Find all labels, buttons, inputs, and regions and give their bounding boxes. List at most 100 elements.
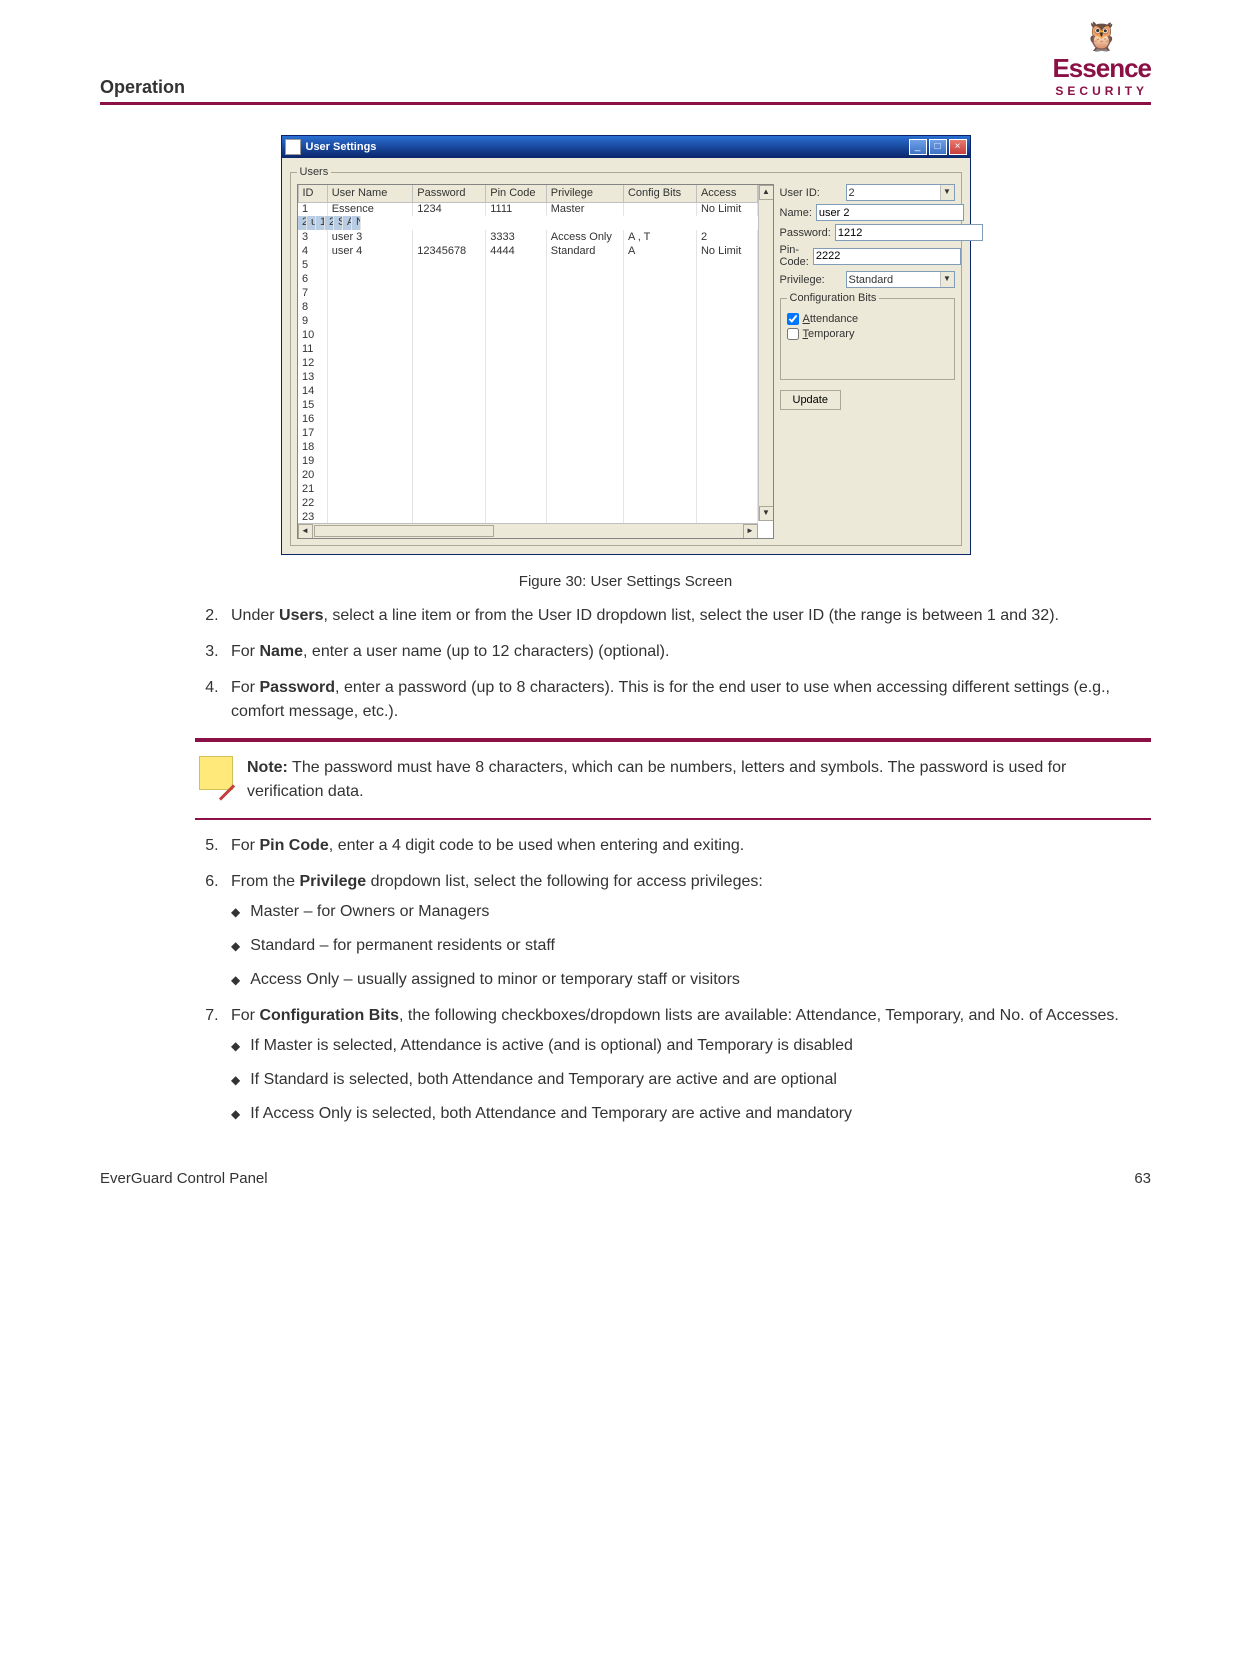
scroll-left-icon[interactable]: ◄ — [298, 524, 313, 539]
userid-select[interactable]: 2▼ — [846, 184, 955, 201]
update-button[interactable]: Update — [780, 390, 841, 410]
dialog-titlebar[interactable]: User Settings _ □ × — [282, 136, 970, 158]
user-settings-dialog: User Settings _ □ × Users IDUser NamePas… — [281, 135, 971, 555]
horizontal-scrollbar[interactable]: ◄ ► — [298, 523, 758, 538]
list-item: If Access Only is selected, both Attenda… — [253, 1102, 1151, 1126]
attendance-checkbox-row[interactable]: Attendance — [787, 313, 948, 325]
attendance-checkbox[interactable] — [787, 313, 799, 325]
table-row[interactable]: 7 — [298, 286, 757, 300]
brand-subtitle: SECURITY — [1052, 84, 1151, 98]
scroll-up-icon[interactable]: ▲ — [759, 185, 774, 200]
dialog-title: User Settings — [306, 141, 909, 153]
figure-caption: Figure 30: User Settings Screen — [100, 573, 1151, 590]
config-bits-legend: Configuration Bits — [787, 292, 880, 304]
brand-logo: 🦉 Essence SECURITY — [1052, 20, 1151, 98]
table-row[interactable]: 9 — [298, 314, 757, 328]
step-3: For Name, enter a user name (up to 12 ch… — [223, 640, 1151, 664]
table-row[interactable]: 1Essence12341111MasterNo Limit — [298, 202, 757, 216]
section-title: Operation — [100, 77, 185, 98]
header-rule — [100, 102, 1151, 105]
name-input[interactable] — [816, 204, 964, 221]
list-item: If Master is selected, Attendance is act… — [253, 1034, 1151, 1058]
users-fieldset: Users IDUser NamePasswordPin CodePrivile… — [290, 166, 962, 546]
table-row[interactable]: 21 — [298, 482, 757, 496]
page-header: Operation 🦉 Essence SECURITY — [100, 20, 1151, 98]
table-row[interactable]: 19 — [298, 454, 757, 468]
users-table-container: IDUser NamePasswordPin CodePrivilegeConf… — [297, 184, 774, 539]
table-header[interactable]: Config Bits — [623, 185, 696, 202]
steps-list: Under Users, select a line item or from … — [195, 604, 1151, 724]
scroll-thumb[interactable] — [314, 525, 494, 537]
note-bottom-rule — [195, 818, 1151, 820]
userid-label: User ID: — [780, 187, 842, 199]
table-row[interactable]: 13 — [298, 370, 757, 384]
table-row[interactable]: 18 — [298, 440, 757, 454]
maximize-button[interactable]: □ — [929, 139, 947, 155]
temporary-checkbox-row[interactable]: Temporary — [787, 328, 948, 340]
body-content: Under Users, select a line item or from … — [195, 604, 1151, 1126]
table-header[interactable]: User Name — [327, 185, 413, 202]
table-row[interactable]: 15 — [298, 398, 757, 412]
note-text: Note: The password must have 8 character… — [247, 756, 1147, 804]
table-row[interactable]: 6 — [298, 272, 757, 286]
list-item: If Standard is selected, both Attendance… — [253, 1068, 1151, 1092]
table-row[interactable]: 10 — [298, 328, 757, 342]
table-row[interactable]: 20 — [298, 468, 757, 482]
config-bits-fieldset: Configuration Bits Attendance Temporary — [780, 292, 955, 380]
list-item: Master – for Owners or Managers — [253, 900, 1151, 924]
list-item: Access Only – usually assigned to minor … — [253, 968, 1151, 992]
chevron-down-icon[interactable]: ▼ — [940, 185, 954, 200]
footer-left: EverGuard Control Panel — [100, 1170, 268, 1187]
privilege-select[interactable]: Standard▼ — [846, 271, 955, 288]
owl-icon: 🦉 — [1052, 20, 1151, 53]
table-header[interactable]: Password — [413, 185, 486, 202]
table-row[interactable]: 2user 212122222StandardANo Limit — [298, 216, 327, 230]
table-header[interactable]: Privilege — [546, 185, 623, 202]
dialog-app-icon — [285, 139, 301, 155]
temporary-checkbox[interactable] — [787, 328, 799, 340]
table-header[interactable]: Access — [696, 185, 757, 202]
step-6-bullets: Master – for Owners or Managers Standard … — [231, 900, 1151, 992]
users-table[interactable]: IDUser NamePasswordPin CodePrivilegeConf… — [298, 185, 758, 539]
table-row[interactable]: 23 — [298, 510, 757, 524]
brand-name: Essence — [1052, 53, 1151, 84]
scroll-right-icon[interactable]: ► — [743, 524, 758, 539]
footer-page-number: 63 — [1134, 1170, 1151, 1187]
table-row[interactable]: 11 — [298, 342, 757, 356]
steps-list-cont: For Pin Code, enter a 4 digit code to be… — [195, 834, 1151, 1126]
table-row[interactable]: 17 — [298, 426, 757, 440]
user-form: User ID: 2▼ Name: Password: Pin-Code: — [780, 184, 955, 539]
table-row[interactable]: 16 — [298, 412, 757, 426]
page-footer: EverGuard Control Panel 63 — [100, 1170, 1151, 1187]
table-row[interactable]: 12 — [298, 356, 757, 370]
minimize-button[interactable]: _ — [909, 139, 927, 155]
password-label: Password: — [780, 227, 831, 239]
users-legend: Users — [297, 166, 332, 178]
pincode-input[interactable] — [813, 248, 961, 265]
table-header[interactable]: ID — [298, 185, 327, 202]
note-icon — [199, 756, 233, 790]
step-7-bullets: If Master is selected, Attendance is act… — [231, 1034, 1151, 1126]
chevron-down-icon[interactable]: ▼ — [940, 272, 954, 287]
table-row[interactable]: 8 — [298, 300, 757, 314]
table-row[interactable]: 25 — [298, 538, 757, 539]
pincode-label: Pin-Code: — [780, 244, 809, 268]
close-button[interactable]: × — [949, 139, 967, 155]
step-4: For Password, enter a password (up to 8 … — [223, 676, 1151, 724]
scroll-down-icon[interactable]: ▼ — [759, 506, 774, 521]
table-row[interactable]: 4user 4123456784444StandardANo Limit — [298, 244, 757, 258]
password-input[interactable] — [835, 224, 983, 241]
note-top-rule — [195, 738, 1151, 742]
step-7: For Configuration Bits, the following ch… — [223, 1004, 1151, 1126]
step-6: From the Privilege dropdown list, select… — [223, 870, 1151, 992]
table-row[interactable]: 14 — [298, 384, 757, 398]
list-item: Standard – for permanent residents or st… — [253, 934, 1151, 958]
table-row[interactable]: 5 — [298, 258, 757, 272]
table-header[interactable]: Pin Code — [486, 185, 547, 202]
table-row[interactable]: 3user 33333Access OnlyA , T2 — [298, 230, 757, 244]
step-2: Under Users, select a line item or from … — [223, 604, 1151, 628]
privilege-label: Privilege: — [780, 274, 842, 286]
table-row[interactable]: 22 — [298, 496, 757, 510]
name-label: Name: — [780, 207, 812, 219]
vertical-scrollbar[interactable]: ▲ ▼ — [758, 185, 773, 521]
